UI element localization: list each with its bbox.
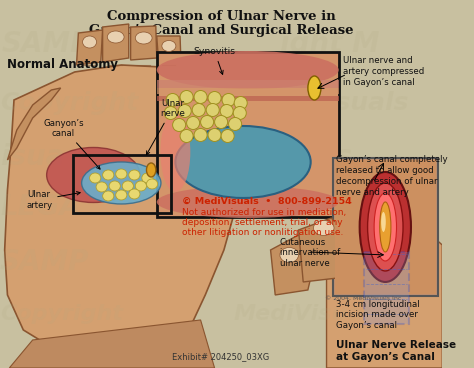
Ellipse shape (180, 130, 193, 142)
Text: isua: isua (0, 143, 64, 171)
Text: SAMP: SAMP (0, 248, 90, 276)
Text: LEGA: LEGA (0, 193, 81, 221)
Ellipse shape (180, 91, 193, 103)
Text: Cutaneous
innervation of
ulnar nerve: Cutaneous innervation of ulnar nerve (280, 238, 340, 268)
Ellipse shape (82, 162, 161, 204)
Text: Not authorized for use in mediation,: Not authorized for use in mediation, (182, 208, 346, 217)
Bar (157, 96, 338, 101)
Ellipse shape (206, 103, 219, 117)
Ellipse shape (142, 173, 153, 183)
Bar (157, 80, 338, 88)
Ellipse shape (215, 116, 228, 128)
Ellipse shape (166, 93, 179, 106)
Ellipse shape (222, 93, 235, 106)
Text: Visuals: Visuals (308, 91, 409, 115)
Polygon shape (9, 320, 215, 368)
Text: Compression of Ulnar Nerve in: Compression of Ulnar Nerve in (107, 10, 336, 23)
Ellipse shape (157, 51, 338, 89)
Ellipse shape (135, 32, 152, 44)
Ellipse shape (208, 92, 221, 105)
Ellipse shape (175, 126, 310, 198)
Ellipse shape (368, 183, 403, 271)
Text: Gayon’s canal completely
released to allow good
decompression of ulnar
nerve and: Gayon’s canal completely released to all… (336, 155, 447, 197)
Polygon shape (299, 218, 349, 282)
Text: Ulnar nerve and
artery compressed
in Gayon’s canal: Ulnar nerve and artery compressed in Gay… (343, 56, 425, 87)
Ellipse shape (90, 173, 101, 183)
Ellipse shape (162, 40, 176, 52)
Ellipse shape (116, 190, 127, 200)
Ellipse shape (103, 191, 114, 201)
Ellipse shape (46, 148, 140, 202)
Ellipse shape (221, 130, 234, 142)
Text: Normal Anatomy: Normal Anatomy (8, 58, 118, 71)
Ellipse shape (146, 179, 158, 189)
Ellipse shape (308, 76, 321, 100)
Ellipse shape (96, 182, 107, 192)
Ellipse shape (381, 212, 386, 232)
Text: Ulnar Nerve Release
at Gayon’s Canal: Ulnar Nerve Release at Gayon’s Canal (336, 340, 456, 362)
Ellipse shape (380, 202, 391, 252)
Ellipse shape (233, 106, 246, 120)
Polygon shape (8, 88, 61, 160)
Text: 3-4 cm longitudinal
incision made over
Gayon’s canal: 3-4 cm longitudinal incision made over G… (336, 300, 419, 330)
Ellipse shape (360, 172, 411, 282)
Ellipse shape (122, 181, 133, 191)
Ellipse shape (146, 163, 156, 177)
Text: Synovitis: Synovitis (193, 47, 236, 74)
Text: ight M: ight M (280, 30, 380, 58)
Ellipse shape (164, 106, 177, 120)
Ellipse shape (194, 91, 207, 103)
Bar (157, 88, 338, 94)
Text: Ganyon’s
canal: Ganyon’s canal (43, 118, 100, 169)
Polygon shape (76, 30, 103, 65)
Ellipse shape (135, 181, 146, 191)
Text: deposition, settlement, trial, or any: deposition, settlement, trial, or any (182, 218, 343, 227)
Ellipse shape (228, 117, 242, 131)
Ellipse shape (374, 193, 397, 261)
Text: © MediVisuals  •  800-899-2154: © MediVisuals • 800-899-2154 (182, 197, 352, 206)
Polygon shape (5, 65, 247, 365)
Text: Copyright: Copyright (0, 91, 138, 115)
Text: Ulnar
nerve: Ulnar nerve (146, 99, 185, 155)
Ellipse shape (234, 96, 247, 110)
Ellipse shape (173, 118, 186, 131)
Ellipse shape (109, 181, 120, 191)
Bar (157, 52, 338, 217)
Ellipse shape (192, 103, 205, 117)
Ellipse shape (107, 31, 124, 43)
Polygon shape (327, 205, 442, 368)
Bar (73, 155, 171, 213)
Ellipse shape (178, 105, 191, 117)
Ellipse shape (201, 116, 214, 128)
Bar (364, 252, 409, 324)
Text: Exhibit# 204250_03XG: Exhibit# 204250_03XG (173, 352, 270, 361)
Ellipse shape (220, 105, 233, 117)
Ellipse shape (194, 128, 207, 141)
Text: Ulnar
artery: Ulnar artery (26, 190, 80, 210)
Ellipse shape (208, 128, 221, 141)
Text: © 2004, MediVisuals Inc.: © 2004, MediVisuals Inc. (325, 296, 403, 301)
Bar (335, 160, 436, 294)
Text: other litigation or nonlitigation use.: other litigation or nonlitigation use. (182, 228, 343, 237)
Ellipse shape (161, 112, 191, 192)
Text: MediVisual: MediVisual (233, 304, 370, 324)
Ellipse shape (116, 169, 127, 179)
Text: SAMP: SAMP (2, 30, 91, 58)
Polygon shape (157, 36, 181, 63)
Ellipse shape (157, 186, 338, 218)
Text: Gayon’s Canal and Surgical Release: Gayon’s Canal and Surgical Release (89, 24, 353, 37)
Bar (333, 158, 438, 296)
Ellipse shape (82, 36, 97, 48)
Ellipse shape (313, 220, 334, 236)
Ellipse shape (129, 189, 140, 199)
Polygon shape (131, 26, 157, 60)
Ellipse shape (187, 117, 200, 130)
Polygon shape (103, 24, 129, 62)
Text: ls: ls (327, 143, 353, 171)
Ellipse shape (103, 170, 114, 180)
Polygon shape (271, 235, 317, 295)
Text: Copyright: Copyright (0, 304, 123, 324)
Ellipse shape (280, 247, 299, 262)
Ellipse shape (129, 170, 140, 180)
